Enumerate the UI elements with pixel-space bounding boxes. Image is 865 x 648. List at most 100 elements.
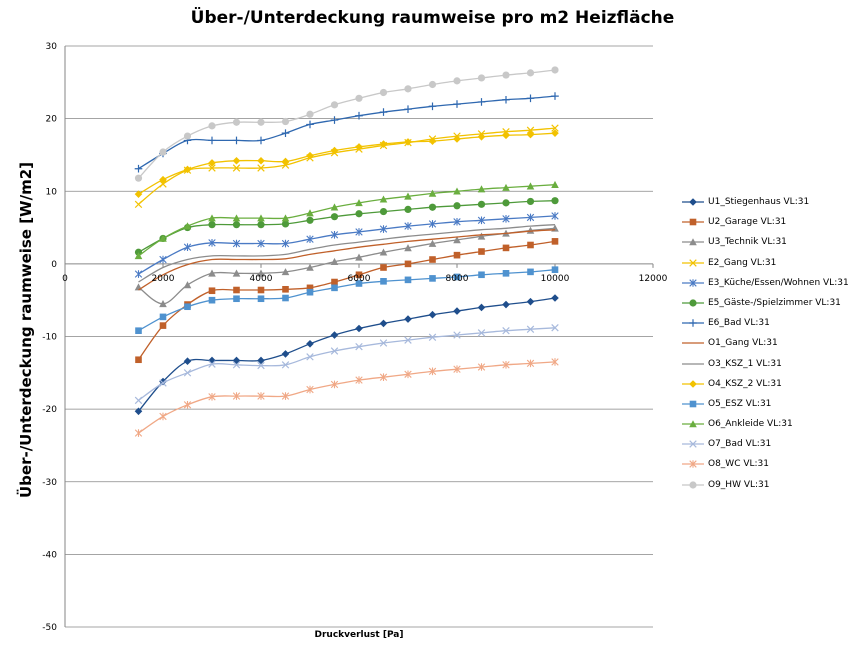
axes	[64, 46, 654, 627]
data-point	[551, 212, 559, 220]
series-14	[134, 358, 559, 437]
y-tick-label: -50	[42, 623, 57, 633]
data-point	[306, 288, 314, 296]
data-point	[404, 138, 412, 146]
data-point	[208, 356, 216, 365]
data-point	[257, 295, 265, 303]
series-line	[138, 184, 556, 257]
data-point	[404, 244, 412, 252]
data-point	[428, 189, 437, 197]
data-point	[330, 257, 339, 265]
data-point	[330, 101, 339, 109]
legend-marker	[689, 420, 697, 428]
data-point	[208, 296, 216, 304]
y-tick-label: 0	[51, 260, 57, 270]
data-point	[478, 271, 485, 279]
data-point	[306, 209, 314, 217]
data-point	[257, 214, 265, 222]
series-2	[135, 238, 559, 364]
legend-marker	[689, 440, 697, 448]
data-point	[453, 77, 461, 85]
legend-label: O9_HW VL:31	[708, 479, 770, 490]
x-tick-label: 8000	[446, 274, 469, 284]
legend-marker	[689, 400, 697, 408]
data-point	[208, 136, 216, 145]
legend-swatch	[682, 299, 704, 307]
data-point	[306, 284, 314, 292]
data-point	[159, 234, 167, 242]
data-point	[232, 392, 241, 400]
data-point	[159, 255, 167, 264]
data-point	[428, 310, 437, 319]
data-point	[477, 200, 486, 208]
gridlines	[65, 45, 653, 628]
y-tick-label: -10	[42, 333, 57, 343]
legend-marker	[689, 299, 697, 307]
data-point	[379, 195, 388, 203]
legend-label: O7_Bad VL:31	[708, 439, 772, 450]
legend-label: E2_Gang VL:31	[708, 257, 777, 268]
data-point	[502, 326, 510, 335]
data-point	[355, 94, 363, 102]
data-point	[527, 268, 534, 276]
data-point	[281, 392, 290, 400]
data-point	[379, 339, 388, 347]
data-point	[257, 356, 265, 365]
data-point	[208, 164, 216, 172]
x-tick-label: 2000	[152, 274, 175, 284]
data-point	[232, 356, 241, 365]
data-point	[159, 300, 167, 308]
series-line	[138, 69, 556, 179]
data-point	[551, 266, 559, 273]
legend-marker	[689, 218, 697, 226]
tick-labels: -50 -40 -30 -20 -10 0 10 20 30 0 2000 4000 6000 8000 1…	[42, 42, 667, 633]
data-point	[453, 273, 461, 281]
data-point	[355, 342, 363, 351]
legend-label: O5_ESZ VL:31	[708, 398, 772, 409]
legend-swatch	[682, 379, 704, 388]
data-point	[428, 220, 437, 228]
legend-label: U2_Garage VL:31	[708, 217, 787, 228]
data-point	[502, 71, 510, 79]
data-point	[551, 324, 559, 332]
data-point	[404, 276, 412, 284]
data-point	[526, 130, 535, 139]
data-point	[453, 236, 461, 244]
data-point	[257, 239, 265, 248]
data-point	[134, 190, 143, 198]
data-point	[306, 110, 314, 118]
data-point	[404, 260, 412, 268]
legend-label: E6_Bad VL:31	[708, 318, 770, 329]
data-point	[477, 74, 486, 82]
legend-item: U2_Garage VL:31	[682, 216, 865, 236]
data-point	[477, 216, 486, 225]
data-point	[134, 407, 143, 416]
data-point	[233, 295, 240, 303]
data-point	[379, 248, 388, 256]
data-point	[477, 232, 486, 240]
data-point	[502, 215, 510, 223]
data-point	[355, 228, 363, 236]
data-point	[551, 238, 559, 245]
legend-label: O6_Ankleide VL:31	[708, 419, 793, 430]
data-point	[183, 281, 192, 289]
data-point	[184, 303, 191, 311]
data-point	[233, 286, 240, 294]
data-point	[159, 180, 167, 188]
series-12	[134, 180, 559, 260]
data-point	[208, 239, 216, 247]
data-point	[526, 69, 535, 77]
data-point	[502, 131, 510, 140]
data-point	[232, 136, 241, 145]
series-11	[135, 266, 559, 334]
data-point	[134, 174, 143, 182]
data-point	[159, 322, 167, 329]
legend-item: O3_KSZ_1 VL:31	[682, 358, 865, 378]
legend-marker	[689, 481, 697, 489]
data-point	[428, 137, 437, 145]
data-point	[453, 365, 461, 373]
data-point	[281, 239, 290, 248]
data-point	[551, 180, 559, 189]
data-point	[183, 400, 192, 409]
data-point	[404, 85, 412, 93]
